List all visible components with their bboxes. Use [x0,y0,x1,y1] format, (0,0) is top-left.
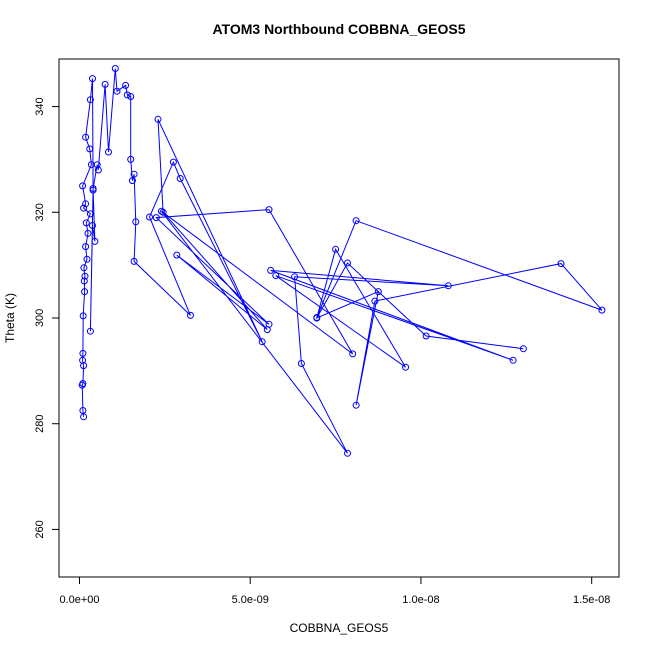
data-point [113,87,121,95]
data-point [79,407,87,414]
data-point [89,222,96,229]
data-point [91,237,99,245]
data-point [169,158,177,166]
data-point [176,175,184,182]
data-point [154,115,162,123]
data-point [371,297,379,305]
x-tick-label: 1.0e-08 [402,594,439,606]
data-point [344,449,351,457]
data-point [84,229,92,237]
data-point [86,96,94,104]
data-point [128,177,136,185]
data-point [402,363,410,371]
data-point [444,282,452,290]
y-tick-label: 300 [34,309,46,327]
data-point [159,208,167,216]
data-point [265,206,273,214]
x-tick-label: 5.0e-09 [232,594,269,606]
data-point [82,243,90,251]
data-point [80,362,88,370]
data-point [509,356,517,364]
data-point [79,380,87,387]
data-point [111,65,119,72]
data-point [152,214,160,222]
data-point [157,207,165,215]
y-tick-label: 340 [34,97,46,115]
data-point [123,91,131,99]
data-point [132,218,140,226]
x-tick-label: 1.5e-08 [573,594,610,606]
x-axis-label: COBBNA_GEOS5 [290,621,389,635]
data-point [86,145,94,153]
data-point [101,80,109,88]
data-point [105,148,112,156]
data-point [79,182,87,190]
data-point [83,255,91,263]
data-point [89,75,96,83]
data-point [82,133,90,141]
data-point [297,360,305,367]
data-point [265,320,273,328]
data-point [272,272,280,280]
data-point [80,277,88,285]
x-tick-label: 0.0e+00 [59,594,99,606]
data-point [86,327,94,335]
data-point [344,259,351,267]
data-point [80,264,88,272]
y-tick-label: 320 [34,203,46,221]
data-point [422,332,430,340]
data-point [313,314,321,322]
data-point [80,204,88,212]
data-point [519,345,527,353]
y-tick-label: 280 [34,415,46,433]
data-point [94,166,102,174]
series-points [78,65,606,457]
data-point [130,170,138,178]
data-point [173,251,181,259]
y-axis-label: Theta (K) [3,293,17,343]
data-point [127,93,135,100]
data-point [187,311,194,319]
data-point [82,219,90,227]
data-point [352,401,360,409]
data-point [557,260,565,268]
data-point [332,245,340,253]
data-point [291,273,299,281]
data-point [93,161,101,169]
data-point [267,266,275,274]
y-tick-label: 260 [34,520,46,538]
data-point [81,288,89,296]
data-point [81,272,89,280]
plot-frame [58,58,620,578]
data-point [258,338,266,346]
y-axis: 260 280 300 320 340 [34,97,60,539]
data-point [82,200,90,208]
data-point [79,349,87,357]
data-point [127,155,135,163]
x-axis: 0.0e+00 5.0e-09 1.0e-08 1.5e-08 [59,576,610,606]
data-point [349,350,357,358]
data-point [89,185,97,192]
data-point [374,288,382,296]
series-line [81,68,603,454]
data-point [352,217,360,225]
data-point [130,257,138,265]
data-point [86,210,94,218]
chart-title: ATOM3 Northbound COBBNA_GEOS5 [212,21,465,37]
data-point [79,312,87,320]
data-point [598,306,606,314]
data-point [79,356,87,364]
data-point [122,81,130,89]
data-point [146,213,153,221]
